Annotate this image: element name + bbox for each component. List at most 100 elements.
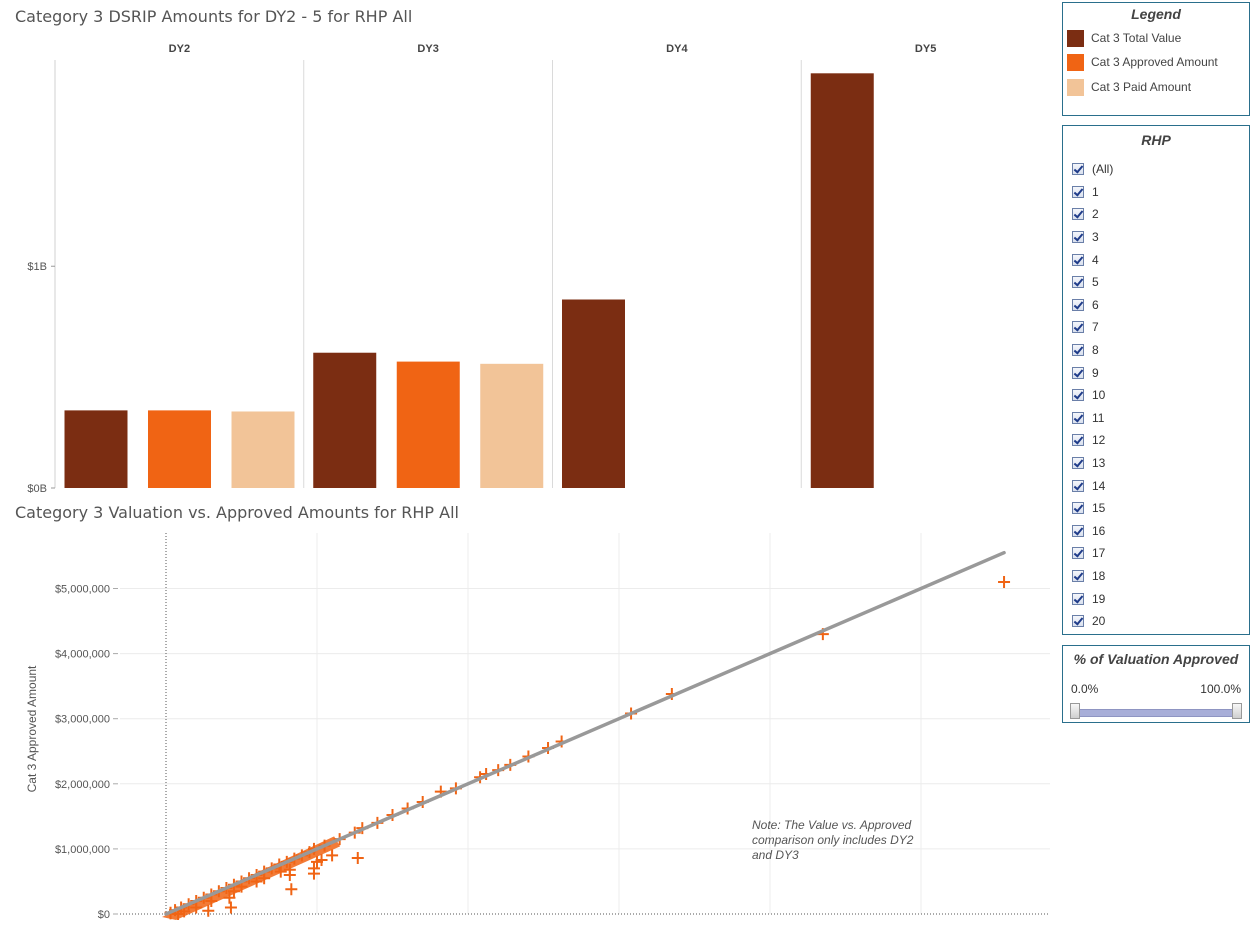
rhp-option-6[interactable]: 6	[1072, 294, 1113, 317]
rhp-option-20[interactable]: 20	[1072, 610, 1113, 633]
rhp-option-label: 15	[1092, 501, 1106, 516]
rhp-option-16[interactable]: 16	[1072, 520, 1113, 543]
rhp-option-1[interactable]: 1	[1072, 181, 1113, 204]
rhp-option-label: 10	[1092, 388, 1106, 403]
rhp-option-label: (All)	[1092, 162, 1114, 177]
checkbox-checked-icon[interactable]	[1072, 208, 1084, 221]
rhp-option-label: 17	[1092, 546, 1106, 561]
checkbox-checked-icon[interactable]	[1072, 524, 1084, 537]
checkbox-checked-icon[interactable]	[1072, 163, 1084, 176]
rhp-option-label: 2	[1092, 207, 1099, 222]
rhp-option-3[interactable]: 3	[1072, 226, 1113, 249]
checkbox-checked-icon[interactable]	[1072, 592, 1084, 605]
scatter-point	[285, 883, 298, 896]
legend-item-total-value[interactable]: Cat 3 Total Value	[1067, 28, 1181, 48]
bar-dy3-series-0	[313, 352, 377, 488]
scatter-point	[283, 868, 296, 881]
rhp-option-7[interactable]: 7	[1072, 316, 1113, 339]
checkbox-checked-icon[interactable]	[1072, 231, 1084, 244]
checkbox-checked-icon[interactable]	[1072, 457, 1084, 470]
checkbox-checked-icon[interactable]	[1072, 321, 1084, 334]
legend-swatch	[1067, 29, 1084, 47]
rhp-option-all[interactable]: (All)	[1072, 158, 1113, 181]
legend-swatch	[1067, 78, 1084, 96]
pct-min-label: 0.0%	[1071, 682, 1099, 696]
rhp-option-9[interactable]: 9	[1072, 361, 1113, 384]
panel-header-dy3: DY3	[417, 43, 438, 55]
rhp-option-5[interactable]: 5	[1072, 271, 1113, 294]
y-tick-label: $2,000,000	[55, 779, 110, 791]
scatter-point	[224, 901, 237, 914]
rhp-option-label: 13	[1092, 456, 1106, 471]
scatter-note-line: Note: The Value vs. Approved	[752, 818, 912, 832]
rhp-option-label: 16	[1092, 523, 1106, 538]
scatter-point	[311, 855, 323, 868]
rhp-option-4[interactable]: 4	[1072, 248, 1113, 271]
pct-max-label: 100.0%	[1200, 682, 1241, 696]
rhp-option-18[interactable]: 18	[1072, 565, 1113, 588]
rhp-option-label: 5	[1092, 275, 1099, 290]
y-axis-label: Cat 3 Approved Amount	[25, 665, 39, 792]
scatter-point	[326, 849, 339, 862]
scatter-points	[164, 575, 1011, 920]
scatter-point	[307, 867, 320, 880]
rhp-option-14[interactable]: 14	[1072, 474, 1113, 497]
scatter-chart-title: Category 3 Valuation vs. Approved Amount…	[15, 503, 459, 522]
bar-dy2-series-1	[148, 410, 211, 488]
trend-line	[164, 550, 1006, 916]
checkbox-checked-icon[interactable]	[1072, 434, 1084, 447]
rhp-option-label: 20	[1092, 614, 1106, 629]
y-tick-label: $0	[98, 909, 110, 921]
checkbox-checked-icon[interactable]	[1072, 389, 1084, 402]
bar-dy2-series-0	[64, 410, 128, 488]
bar-dy2-series-2	[231, 411, 295, 488]
rhp-option-label: 9	[1092, 365, 1099, 380]
y-tick-label: $3,000,000	[55, 714, 110, 726]
rhp-option-2[interactable]: 2	[1072, 203, 1113, 226]
checkbox-checked-icon[interactable]	[1072, 502, 1084, 515]
scatter-chart: $0 $1,000,000 $2,000,000 $3,000,000 $4,000,0…	[25, 533, 1050, 921]
pct-range-slider[interactable]	[1070, 703, 1242, 721]
checkbox-checked-icon[interactable]	[1072, 366, 1084, 379]
bar-dy3-series-1	[396, 361, 460, 488]
scatter-point	[202, 904, 215, 917]
legend-item-paid-amount[interactable]: Cat 3 Paid Amount	[1067, 77, 1191, 97]
legend-label: Cat 3 Paid Amount	[1091, 80, 1192, 94]
rhp-option-label: 1	[1092, 184, 1099, 199]
y-tick-label: $0B	[27, 483, 47, 495]
rhp-option-15[interactable]: 15	[1072, 497, 1113, 520]
slider-min-handle[interactable]	[1070, 703, 1080, 719]
rhp-option-label: 19	[1092, 591, 1106, 606]
rhp-option-10[interactable]: 10	[1072, 384, 1113, 407]
rhp-option-11[interactable]: 11	[1072, 407, 1113, 430]
y-tick-label: $1,000,000	[55, 844, 110, 856]
legend-item-approved-amount[interactable]: Cat 3 Approved Amount	[1067, 52, 1218, 72]
rhp-option-label: 18	[1092, 568, 1106, 583]
checkbox-checked-icon[interactable]	[1072, 185, 1084, 198]
slider-max-handle[interactable]	[1232, 703, 1242, 719]
checkbox-checked-icon[interactable]	[1072, 276, 1084, 289]
checkbox-checked-icon[interactable]	[1072, 569, 1084, 582]
rhp-option-label: 8	[1092, 343, 1099, 358]
bar-dy5-series-0	[810, 73, 874, 488]
rhp-option-17[interactable]: 17	[1072, 542, 1113, 565]
checkbox-checked-icon[interactable]	[1072, 253, 1084, 266]
checkbox-checked-icon[interactable]	[1072, 479, 1084, 492]
rhp-option-19[interactable]: 19	[1072, 587, 1113, 610]
rhp-option-label: 6	[1092, 297, 1099, 312]
checkbox-checked-icon[interactable]	[1072, 411, 1084, 424]
y-tick-label: $4,000,000	[55, 649, 110, 661]
rhp-option-13[interactable]: 13	[1072, 452, 1113, 475]
rhp-option-12[interactable]: 12	[1072, 429, 1113, 452]
bar-chart-title: Category 3 DSRIP Amounts for DY2 - 5 for…	[15, 7, 413, 26]
rhp-option-label: 7	[1092, 320, 1099, 335]
scatter-note-line: comparison only includes DY2	[752, 833, 914, 847]
rhp-option-label: 11	[1092, 410, 1105, 425]
slider-track[interactable]	[1076, 709, 1236, 717]
rhp-option-8[interactable]: 8	[1072, 339, 1113, 362]
checkbox-checked-icon[interactable]	[1072, 298, 1084, 311]
pct-approved-filter-panel: % of Valuation Approved 0.0% 100.0%	[1062, 645, 1250, 723]
checkbox-checked-icon[interactable]	[1072, 344, 1084, 357]
checkbox-checked-icon[interactable]	[1072, 547, 1084, 560]
checkbox-checked-icon[interactable]	[1072, 615, 1084, 628]
